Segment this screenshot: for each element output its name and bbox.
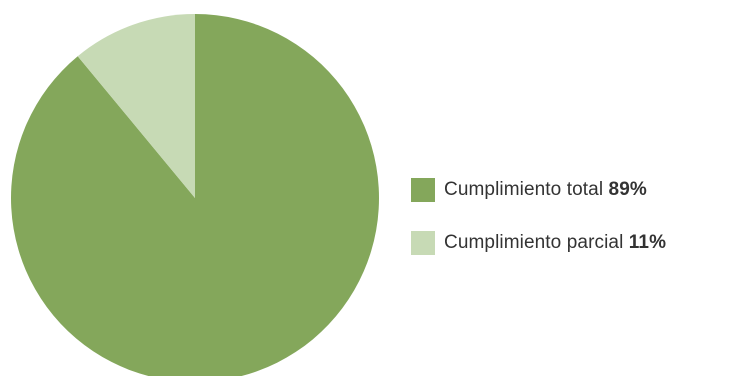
legend-item-parcial: Cumplimiento parcial 11% (411, 229, 666, 257)
legend-swatch-total (411, 178, 435, 202)
legend-label-total: Cumplimiento total 89% (444, 179, 647, 201)
chart-legend: Cumplimiento total 89% Cumplimiento parc… (411, 176, 666, 282)
pie-slice-cumplimiento-total (11, 14, 379, 376)
legend-label-parcial: Cumplimiento parcial 11% (444, 232, 666, 254)
pie-slice-cumplimiento-parcial (77, 14, 195, 198)
legend-item-total: Cumplimiento total 89% (411, 176, 666, 204)
legend-swatch-parcial (411, 231, 435, 255)
legend-label-text-parcial: Cumplimiento parcial (444, 232, 624, 253)
legend-label-text-total: Cumplimiento total (444, 179, 604, 200)
legend-value-total: 89% (608, 179, 647, 200)
legend-value-parcial: 11% (628, 232, 667, 253)
